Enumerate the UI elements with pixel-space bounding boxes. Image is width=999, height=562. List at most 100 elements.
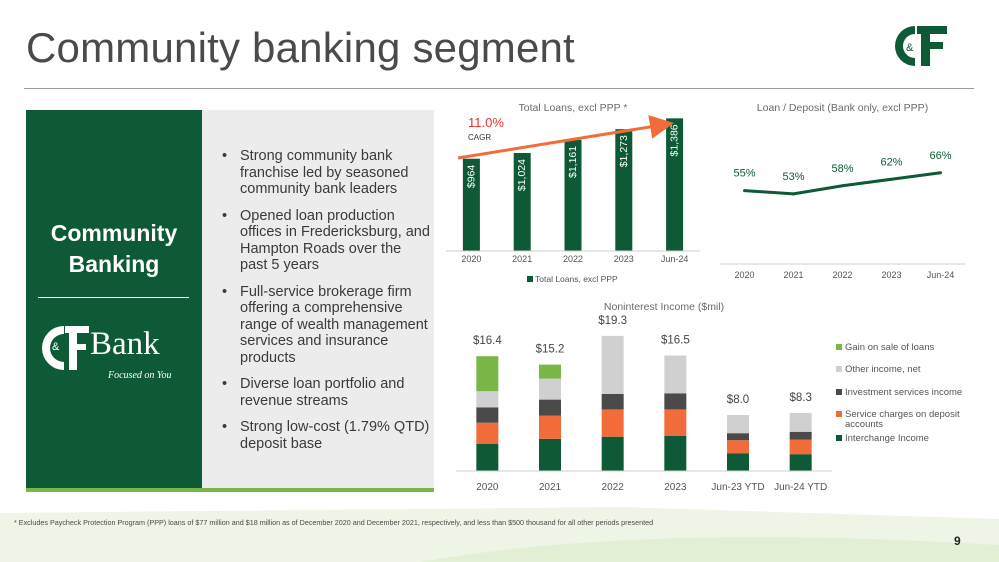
line-point (939, 171, 942, 175)
logo-ampersand: & (906, 42, 914, 54)
bar-total-label: $16.4 (473, 335, 502, 347)
highlight-item: Full-service brokerage firm offering a c… (220, 284, 432, 367)
highlight-item: Strong community bank franchise led by s… (220, 148, 432, 198)
stacked-bar-segment (789, 439, 812, 455)
legend-swatch (836, 366, 842, 372)
legend-label-cont: accounts (845, 419, 883, 430)
cagr-label: CAGR (468, 133, 491, 142)
stacked-bar-segment (539, 364, 561, 379)
line-point (890, 177, 893, 181)
legend-label: Total Loans, excl PPP (535, 274, 618, 284)
x-tick-label: 2020 (734, 270, 754, 280)
highlight-item: Diverse loan portfolio and revenue strea… (220, 376, 432, 409)
stacked-bar-segment (476, 407, 499, 423)
noninterest-income-chart: Noninterest Income ($mil) $16.4 2020 $15.2 2… (456, 301, 962, 493)
chart-title: Noninterest Income ($mil) (604, 301, 724, 313)
stacked-bar-segment (476, 443, 499, 471)
cf-logo-icon: & (895, 26, 947, 66)
x-tick-label: Jun-24 (927, 270, 955, 280)
bar (666, 118, 684, 251)
line-point (743, 189, 746, 193)
legend-swatch (836, 389, 842, 395)
x-tick-label: 2022 (563, 254, 583, 264)
stacked-bar-segment (664, 355, 687, 394)
stacked-bar-segment (601, 409, 624, 437)
bar-total-label: $15.2 (536, 344, 565, 356)
x-tick-label: 2023 (614, 254, 634, 264)
stacked-bar-segment (539, 415, 561, 439)
x-tick-label: 2022 (832, 270, 852, 280)
page-title: Community banking segment (26, 24, 575, 71)
x-tick-label: 2021 (783, 270, 803, 280)
stacked-bar-segment (601, 436, 624, 471)
point-data-label: 53% (782, 171, 804, 183)
stacked-bar-segment (789, 431, 812, 440)
bar (564, 139, 582, 251)
bar-total-label: $19.3 (598, 315, 627, 327)
x-tick-label: Jun-24 YTD (774, 482, 827, 493)
stacked-bar-segment (664, 436, 687, 471)
stacked-bar-segment (789, 412, 812, 432)
line-point (792, 192, 795, 196)
bar-data-label: $1,161 (567, 146, 579, 178)
cf-bank-logo-icon: & (42, 326, 89, 370)
legend-swatch (836, 344, 842, 350)
stacked-bar-segment (664, 393, 687, 410)
bar (513, 152, 531, 251)
bar (462, 158, 480, 251)
stacked-bar-segment (539, 378, 561, 400)
segment-title-line1: Community (50, 220, 178, 246)
legend-label: Gain on sale of loans (845, 342, 935, 353)
x-tick-label: Jun-23 YTD (711, 482, 764, 493)
bar-total-label: $8.3 (789, 392, 811, 404)
x-tick-label: Jun-24 (661, 254, 689, 264)
title-divider (24, 88, 974, 89)
x-tick-label: 2022 (602, 482, 625, 493)
highlights-list: Strong community bank franchise led by s… (220, 148, 432, 462)
bar-data-label: $1,024 (516, 159, 528, 191)
bank-logo-ampersand: & (52, 341, 60, 353)
bar-data-label: $1,386 (669, 124, 681, 156)
stacked-bar-segment (476, 391, 499, 408)
x-tick-label: 2023 (664, 482, 687, 493)
stacked-bar-segment (664, 409, 687, 436)
accent-bar (26, 488, 434, 492)
stacked-bar-segment (539, 399, 561, 416)
legend-swatch (836, 411, 842, 417)
legend-swatch (836, 435, 842, 441)
stacked-bar-segment (727, 440, 749, 454)
line-point (841, 184, 844, 188)
stacked-bar-segment (727, 453, 749, 471)
point-data-label: 58% (831, 163, 853, 175)
point-data-label: 66% (929, 150, 951, 162)
bar-total-label: $8.0 (727, 394, 749, 406)
chart-title: Total Loans, excl PPP * (519, 102, 628, 114)
x-tick-label: 2020 (461, 254, 481, 264)
x-tick-label: 2021 (512, 254, 532, 264)
cagr-value: 11.0% (468, 115, 504, 130)
bar-data-label: $1,273 (618, 135, 630, 167)
footer-decoration (0, 507, 999, 562)
stacked-bar-segment (539, 438, 561, 471)
stacked-bar-segment (789, 454, 812, 471)
panel-divider (38, 297, 189, 298)
bank-wordmark: Bank (90, 326, 160, 362)
stacked-bar-segment (727, 415, 749, 434)
legend-label: Investment services income (845, 387, 962, 398)
highlight-item: Opened loan production offices in Freder… (220, 208, 432, 274)
bar-total-label: $16.5 (661, 335, 690, 347)
loan-deposit-chart: Loan / Deposit (Bank only, excl PPP) 55% 2… (720, 102, 965, 280)
stacked-bar-segment (727, 433, 749, 441)
cagr-arrow (457, 115, 674, 160)
x-tick-label: 2023 (881, 270, 901, 280)
x-tick-label: 2021 (539, 482, 562, 493)
legend-label: Service charges on deposit (845, 409, 960, 420)
segment-title-line2: Banking (68, 251, 160, 277)
total-loans-chart: Total Loans, excl PPP * $964 2020 $1,024 202… (446, 102, 700, 284)
segment-title: Community Banking (26, 218, 202, 280)
stacked-bar-segment (476, 356, 499, 392)
legend-label: Other income, net (845, 364, 921, 375)
stacked-bar-segment (601, 394, 624, 410)
footnote: * Excludes Paycheck Protection Program (… (14, 518, 654, 527)
